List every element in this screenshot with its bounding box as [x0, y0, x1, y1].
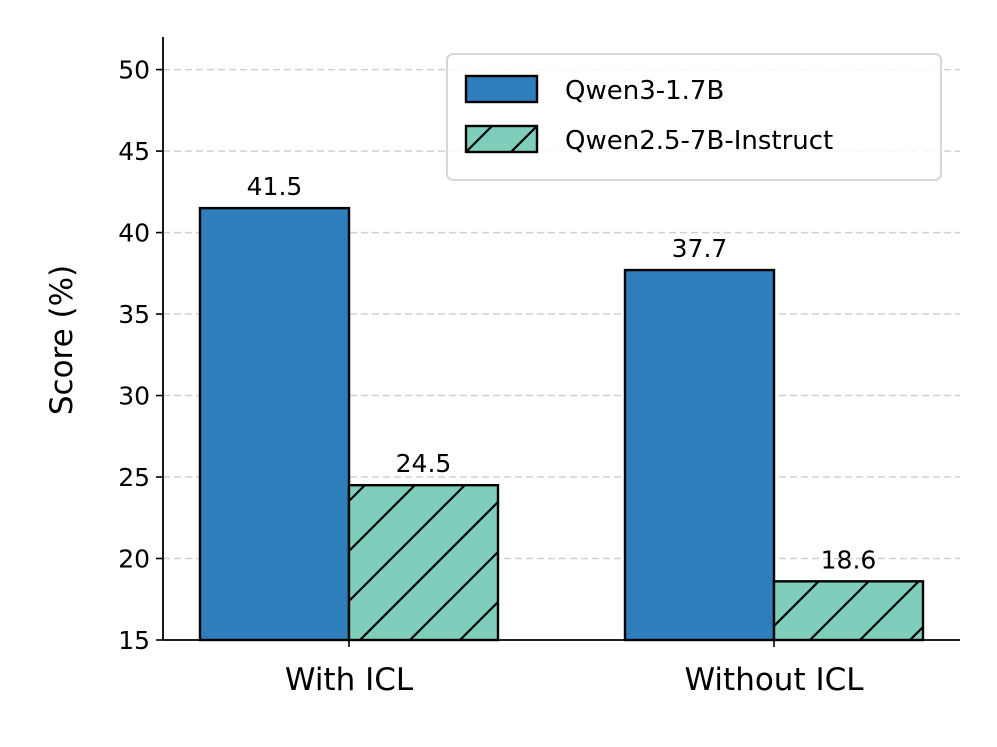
- x-tick-label: With ICL: [285, 662, 414, 698]
- y-tick-label: 15: [118, 626, 150, 655]
- y-tick-label: 45: [118, 137, 150, 166]
- legend-swatch-outline: [464, 124, 539, 154]
- y-tick-label: 50: [118, 56, 150, 85]
- y-tick-label: 40: [118, 219, 150, 248]
- legend-label: Qwen3-1.7B: [565, 76, 724, 106]
- x-tick-label: Without ICL: [684, 662, 864, 698]
- legend-swatch: [466, 76, 537, 102]
- legend-label: Qwen2.5-7B-Instruct: [565, 126, 833, 156]
- legend-swatch: [466, 126, 537, 152]
- bar-hatch: [774, 581, 923, 640]
- legend-swatch-outline: [464, 74, 539, 104]
- legend: Qwen3-1.7B Qwen2.5-7B-Instruct: [446, 53, 942, 181]
- data-label: 37.7: [672, 234, 728, 263]
- legend-hatch: [465, 125, 538, 153]
- axes: 15 20 25 30 35 40 45 50 With ICL Without ICL: [118, 37, 960, 698]
- legend-frame: [446, 53, 942, 181]
- bar: [200, 208, 349, 640]
- bar-hatch: [349, 485, 498, 640]
- y-tick-label: 25: [118, 463, 150, 492]
- data-label: 18.6: [821, 545, 877, 574]
- data-label: 41.5: [247, 172, 303, 201]
- y-tick-label: 35: [118, 300, 150, 329]
- bars: 41.5 24.5 37.7 18.6: [198, 172, 925, 642]
- y-axis-label: Score (%): [44, 265, 80, 415]
- data-label: 24.5: [396, 449, 452, 478]
- y-tick-label: 30: [118, 382, 150, 411]
- y-tick-label: 20: [118, 545, 150, 574]
- bar: [625, 270, 774, 640]
